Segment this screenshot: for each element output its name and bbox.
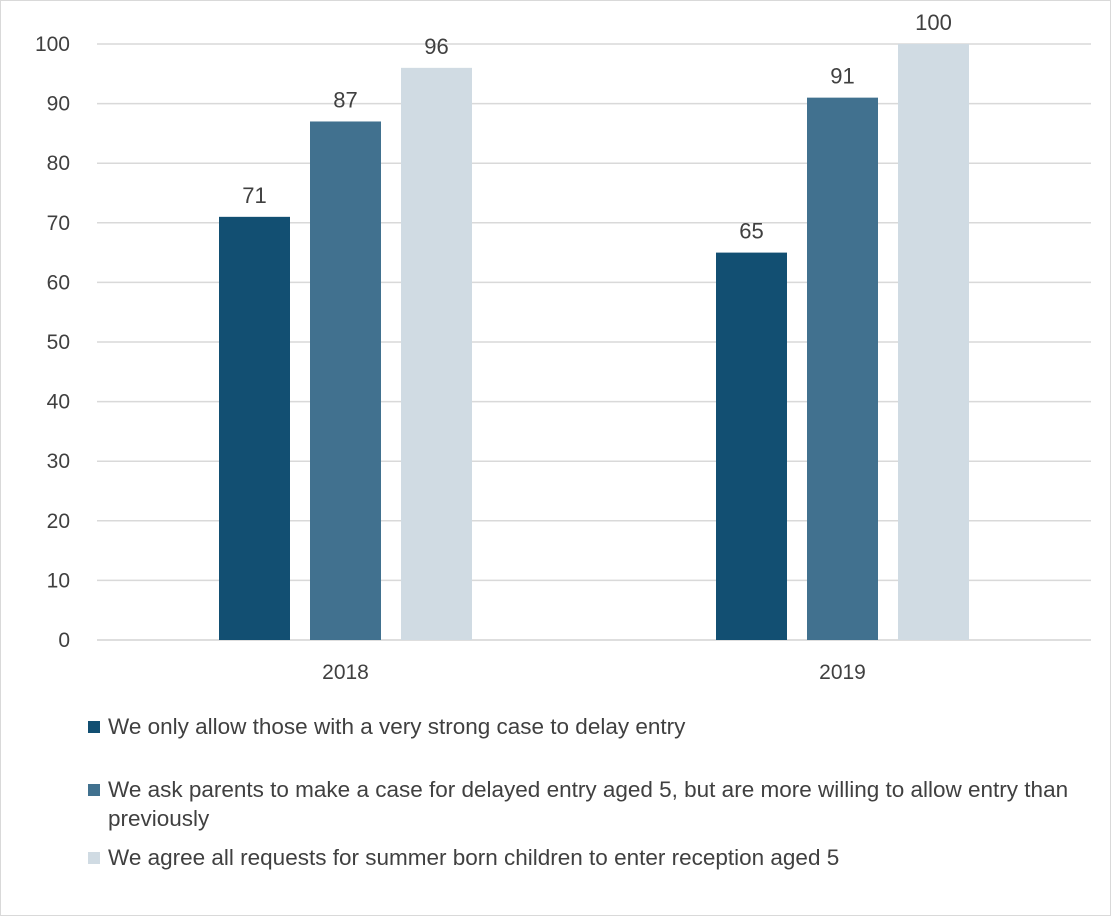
bar-2019-series-1	[807, 98, 878, 640]
y-tick-label: 30	[47, 450, 70, 473]
legend-label-make-case: We ask parents to make a case for delaye…	[108, 777, 1068, 831]
y-tick-label: 100	[35, 33, 70, 56]
data-label-2019-series-2: 100	[915, 10, 952, 35]
y-tick-label: 20	[47, 510, 70, 533]
legend-item-make-case: We ask parents to make a case for delaye…	[88, 775, 1078, 833]
x-tick-label-2019: 2019	[819, 661, 866, 684]
data-label-2018-series-0: 71	[242, 183, 266, 208]
y-tick-label: 60	[47, 271, 70, 294]
y-tick-label: 40	[47, 391, 70, 414]
legend-swatch-agree-all	[88, 852, 100, 864]
y-tick-label: 90	[47, 93, 70, 116]
bar-2019-series-2	[898, 44, 969, 640]
y-tick-label: 50	[47, 331, 70, 354]
bar-2018-series-1	[310, 121, 381, 640]
y-tick-label: 80	[47, 152, 70, 175]
legend-item-strong-case: We only allow those with a very strong c…	[88, 712, 1078, 741]
bar-2019-series-0	[716, 253, 787, 640]
legend-label-strong-case: We only allow those with a very strong c…	[108, 714, 685, 739]
x-axis-ticks: 2018 2019	[322, 661, 866, 684]
data-label-2018-series-1: 87	[333, 87, 357, 112]
y-axis-ticks: 0 10 20 30 40 50 60 70 80 90 100	[35, 33, 70, 652]
y-tick-label: 10	[47, 569, 70, 592]
bar-2018-series-2	[401, 68, 472, 640]
data-label-2019-series-1: 91	[830, 64, 854, 89]
y-tick-label: 70	[47, 212, 70, 235]
legend: We only allow those with a very strong c…	[88, 712, 1078, 872]
data-label-2018-series-2: 96	[424, 34, 448, 59]
legend-swatch-make-case	[88, 784, 100, 796]
legend-label-agree-all: We agree all requests for summer born ch…	[108, 845, 839, 870]
bar-2018-series-0	[219, 217, 290, 640]
x-tick-label-2018: 2018	[322, 661, 369, 684]
bar-chart: 0 10 20 30 40 50 60 70 80 90 100 71 87 96 65 91 100 201…	[0, 0, 1113, 700]
y-tick-label: 0	[58, 629, 70, 652]
legend-swatch-strong-case	[88, 721, 100, 733]
legend-item-agree-all: We agree all requests for summer born ch…	[88, 843, 1078, 872]
data-label-2019-series-0: 65	[739, 219, 763, 244]
